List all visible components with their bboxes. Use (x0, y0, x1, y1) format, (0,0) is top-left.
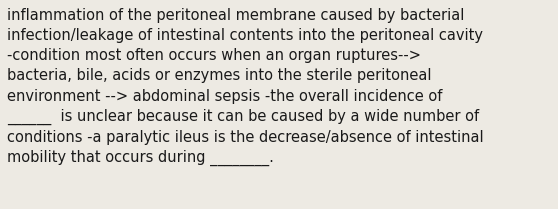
Text: inflammation of the peritoneal membrane caused by bacterial
infection/leakage of: inflammation of the peritoneal membrane … (7, 8, 483, 166)
